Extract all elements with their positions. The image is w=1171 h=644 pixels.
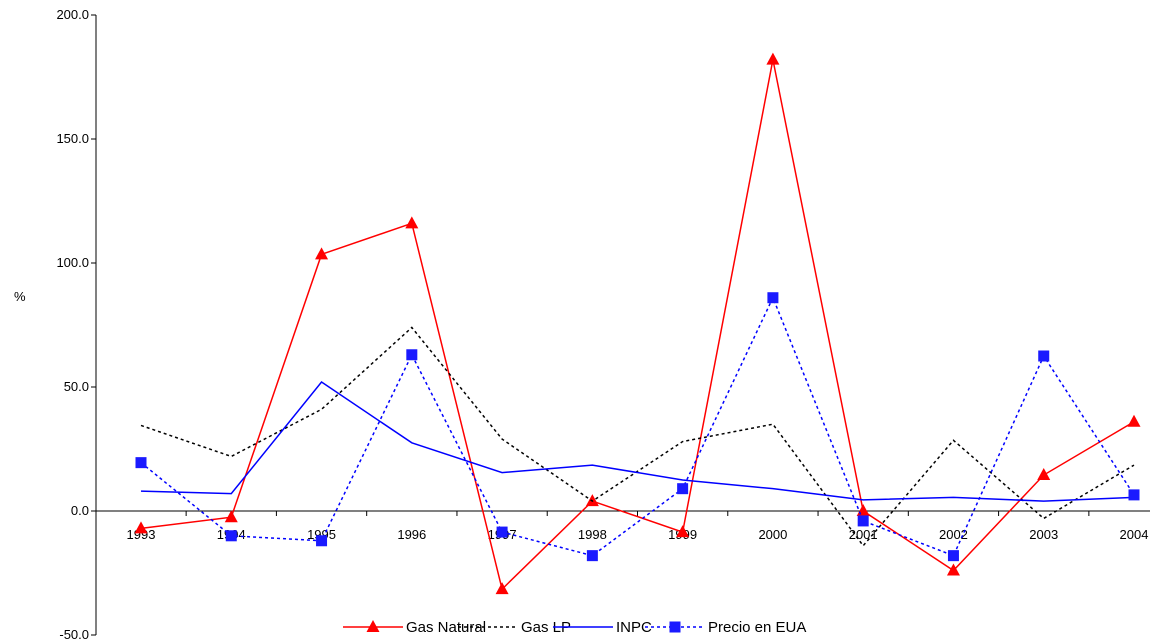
series-gas-lp xyxy=(140,326,1135,547)
data-point xyxy=(767,292,779,304)
legend-label: INPC xyxy=(616,619,652,636)
legend-swatch-marker xyxy=(669,621,681,633)
y-tick-label: 0.0 xyxy=(71,503,89,518)
data-point xyxy=(135,457,147,469)
y-tick-label: 50.0 xyxy=(64,379,89,394)
data-point xyxy=(947,550,959,562)
x-tick-label: 2003 xyxy=(1029,527,1058,542)
data-point xyxy=(495,582,509,595)
x-tick-label: 1995 xyxy=(307,527,336,542)
legend-swatch-marker xyxy=(366,620,380,632)
x-tick-label: 1993 xyxy=(127,527,156,542)
x-tick-label: 2002 xyxy=(939,527,968,542)
x-tick-label: 2001 xyxy=(849,527,878,542)
data-point xyxy=(224,510,238,523)
axes: -50.00.050.0100.0150.0200.01993199419951… xyxy=(56,7,1150,642)
data-point xyxy=(766,52,780,65)
x-tick-label: 2000 xyxy=(758,527,787,542)
legend-label: Precio en EUA xyxy=(708,619,806,636)
data-point xyxy=(496,526,508,538)
y-tick-label: 150.0 xyxy=(56,131,89,146)
series-line xyxy=(140,381,1135,502)
x-tick-label: 1998 xyxy=(578,527,607,542)
y-axis-title: % xyxy=(14,289,26,304)
series-line xyxy=(140,59,1135,591)
series-gas-natural xyxy=(134,52,1141,595)
series-line xyxy=(140,326,1135,547)
legend-label: Gas Natural xyxy=(406,619,486,636)
data-point xyxy=(856,504,870,516)
y-tick-label: 200.0 xyxy=(56,7,89,22)
data-point xyxy=(405,216,419,229)
data-point xyxy=(1037,468,1051,481)
data-point xyxy=(676,525,690,538)
data-point xyxy=(1038,350,1050,362)
data-point xyxy=(585,494,599,507)
data-point xyxy=(946,563,960,576)
series-layer xyxy=(134,52,1141,595)
data-point xyxy=(677,483,689,495)
legend: Gas Natural Gas LP INPC Precio en EUA xyxy=(343,619,806,636)
data-point xyxy=(316,535,328,547)
data-point xyxy=(1127,414,1141,427)
data-point xyxy=(586,550,598,562)
legend-label: Gas LP xyxy=(521,619,571,636)
series-inpc xyxy=(140,381,1135,502)
series-precio-en-eua xyxy=(135,292,1140,562)
data-point xyxy=(134,521,148,534)
data-point xyxy=(406,349,418,361)
data-point xyxy=(1128,489,1140,501)
y-tick-label: 100.0 xyxy=(56,255,89,270)
x-tick-label: 2004 xyxy=(1120,527,1149,542)
data-point xyxy=(315,247,329,260)
x-tick-label: 1996 xyxy=(397,527,426,542)
data-point xyxy=(857,515,869,527)
data-point xyxy=(225,530,237,542)
y-tick-label: -50.0 xyxy=(59,627,89,642)
